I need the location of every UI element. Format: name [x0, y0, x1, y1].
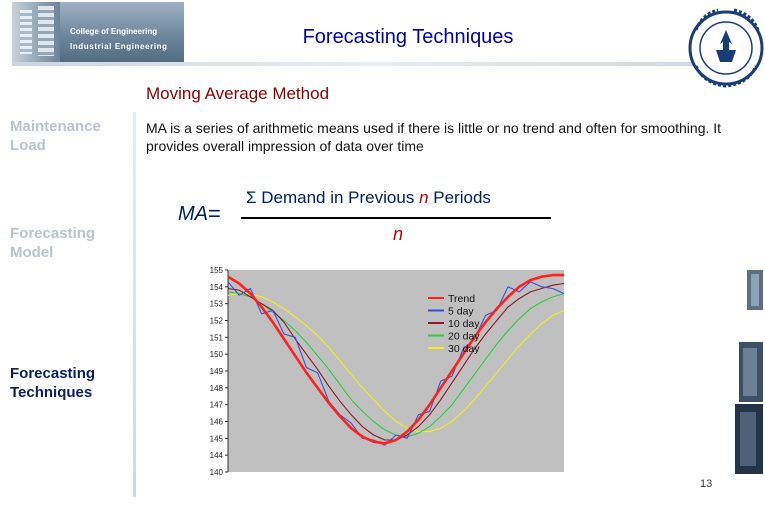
logo-department-name: Industrial Engineering [70, 42, 168, 51]
method-description: MA is a series of arithmetic means used … [146, 120, 722, 154]
section-subtitle: Moving Average Method [146, 84, 330, 103]
y-tick-label: 148 [210, 384, 224, 393]
formula-denominator: n [393, 224, 404, 244]
series-line-30-day [227, 293, 565, 433]
sidebar-item-forecasting-model[interactable]: Forecasting Model [10, 224, 95, 262]
y-tick-label: 151 [210, 333, 224, 342]
y-tick-label: 147 [210, 401, 224, 410]
legend-label-20-day: 20 day [448, 331, 480, 343]
sidebar-item-label: Model [10, 244, 54, 261]
sidebar-item-label: Techniques [10, 384, 93, 401]
formula-lhs: MA [178, 203, 208, 225]
legend-label-30-day: 30 day [448, 343, 480, 355]
slide-title: Forecasting Techniques [302, 26, 514, 48]
legend-label-10-day: 10 day [448, 318, 480, 330]
sidebar-divider [133, 112, 136, 497]
sidebar-item-label: Load [10, 137, 46, 154]
series-line-trend [227, 273, 564, 445]
sidebar-item-label: Forecasting [10, 365, 96, 382]
y-tick-label: 154 [210, 283, 224, 292]
y-tick-label: 140 [210, 468, 224, 476]
y-tick-label: 144 [210, 451, 224, 460]
y-tick-label: 145 [210, 434, 224, 443]
decorative-bar-middle [739, 342, 763, 402]
legend-label-trend: Trend [448, 293, 475, 305]
y-tick-label: 153 [210, 300, 224, 309]
formula-numerator: Σ Demand in Previous n Periods [246, 188, 491, 208]
numerator-text: Demand in Previous [261, 188, 415, 207]
sidebar-item-maintenance-load[interactable]: Maintenance Load [10, 117, 101, 155]
numerator-tail: Periods [433, 188, 491, 207]
y-tick-label: 149 [210, 367, 224, 376]
moving-average-chart: 155 154 153 152 151 150 149 148 147 146 145 144 140 T… [210, 266, 565, 476]
y-tick-label: 152 [210, 317, 224, 326]
page-number: 13 [700, 478, 713, 490]
sigma-symbol: Σ [246, 188, 257, 207]
legend-label-5-day: 5 day [448, 306, 474, 318]
logo-college-name: College of Engineering [70, 27, 158, 36]
y-tick-label: 150 [210, 350, 224, 359]
header-divider [12, 62, 738, 66]
university-seal-icon [688, 8, 764, 88]
sidebar-item-label: Forecasting [10, 225, 96, 242]
decorative-bar-bottom [735, 404, 763, 474]
decorative-bar-top [747, 270, 763, 310]
formula-equals: = [208, 201, 221, 226]
college-logo-banner: College of Engineering Industrial Engine… [12, 2, 184, 62]
y-tick-label: 155 [210, 266, 224, 275]
sidebar-item-label: Maintenance [10, 118, 101, 135]
sidebar-item-forecasting-techniques[interactable]: Forecasting Techniques [10, 364, 95, 402]
building-image [12, 2, 60, 62]
numerator-variable: n [419, 188, 429, 207]
y-tick-label: 146 [210, 418, 224, 427]
fraction-line [241, 217, 551, 219]
series-line-5-day [227, 281, 565, 446]
plot-area [228, 270, 564, 472]
